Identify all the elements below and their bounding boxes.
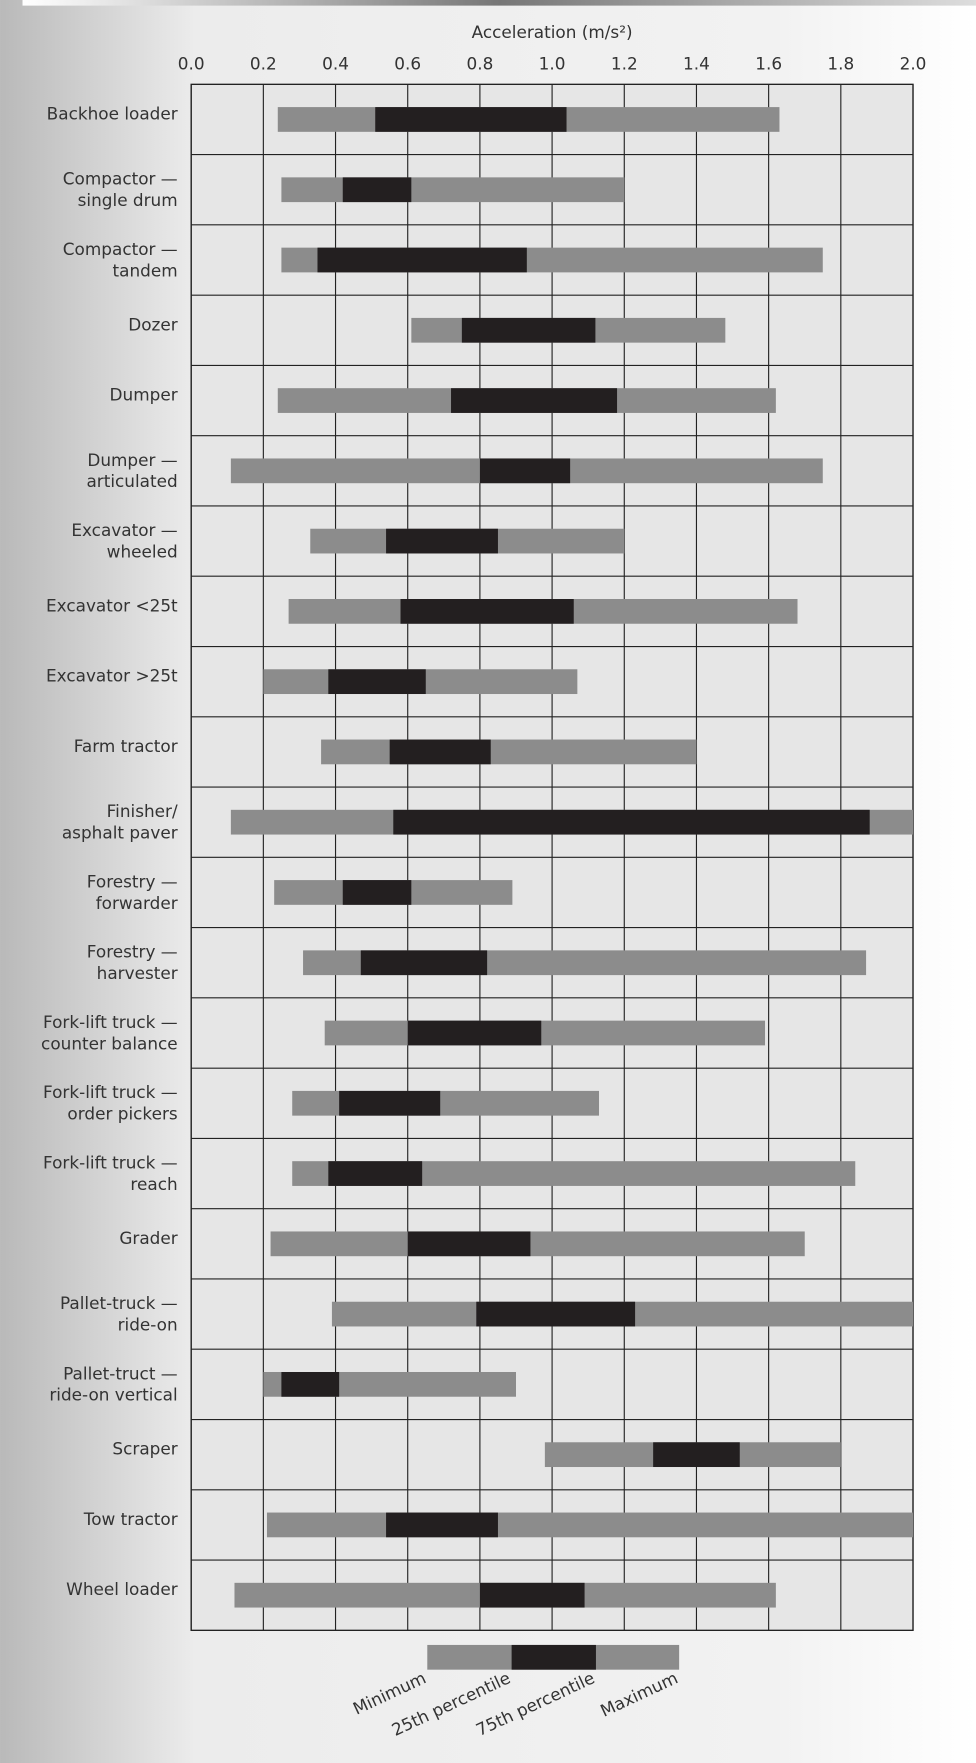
range-bar xyxy=(324,1020,766,1046)
y-tick-label: Excavator >25t xyxy=(46,666,178,686)
range-bar xyxy=(321,739,697,765)
y-tick-label: Excavator — wheeled xyxy=(71,520,177,561)
y-tick-label: Compactor — tandem xyxy=(63,239,178,280)
y-tick-label: Finisher/asphalt paver xyxy=(62,801,178,842)
iqr-bar xyxy=(407,1020,542,1046)
x-tick-label: 1.0 xyxy=(539,54,566,74)
range-bar xyxy=(266,1512,914,1538)
iqr-bar xyxy=(281,1372,340,1397)
iqr-bar xyxy=(342,880,412,905)
iqr-bar xyxy=(342,177,412,203)
y-tick-label: Farm tractor xyxy=(74,736,178,756)
iqr-bar xyxy=(386,528,498,554)
x-tick-label: 0.6 xyxy=(394,54,421,74)
y-tick-label: Compactor — single drum xyxy=(63,169,178,210)
x-tick-label: 0.4 xyxy=(322,54,349,74)
x-axis-label: Acceleration (m/s²) xyxy=(472,22,633,42)
y-tick-label: Pallet-truck — ride-on xyxy=(60,1293,178,1334)
x-tick-label: 0.0 xyxy=(178,54,205,74)
y-tick-label: Pallet-truct — ride-on vertical xyxy=(49,1363,177,1404)
iqr-bar xyxy=(375,107,567,132)
y-tick-label: Forestry — forwarder xyxy=(87,871,178,912)
iqr-bar xyxy=(476,1301,636,1327)
y-tick-label: Dozer xyxy=(128,314,178,334)
y-tick-label: Backhoe loader xyxy=(47,103,178,123)
iqr-bar xyxy=(479,458,571,484)
x-tick-label: 1.2 xyxy=(611,54,638,74)
y-tick-label: Excavator <25t xyxy=(46,595,178,615)
iqr-bar xyxy=(389,739,491,765)
range-bar xyxy=(281,177,625,203)
y-tick-label: Tow tractor xyxy=(83,1509,178,1529)
iqr-bar xyxy=(407,1231,531,1257)
x-tick-label: 1.6 xyxy=(755,54,782,74)
x-tick-label: 0.2 xyxy=(250,54,277,74)
legend-iqr xyxy=(511,1644,596,1670)
iqr-bar xyxy=(328,669,426,695)
iqr-bar xyxy=(451,388,618,413)
x-tick-label: 1.4 xyxy=(683,54,710,74)
iqr-bar xyxy=(386,1512,498,1538)
iqr-bar xyxy=(317,247,527,273)
y-tick-label: Grader xyxy=(119,1228,177,1248)
y-tick-label: Fork-lift truck — order pickers xyxy=(43,1082,178,1123)
y-tick-label: Forestry — harvester xyxy=(87,942,178,983)
x-tick-label: 1.8 xyxy=(827,54,854,74)
iqr-bar xyxy=(328,1161,423,1186)
top-bar xyxy=(22,0,976,6)
y-tick-label: Wheel loader xyxy=(66,1579,178,1599)
iqr-bar xyxy=(653,1442,740,1468)
iqr-bar xyxy=(339,1090,441,1116)
y-tick-label: Dumper xyxy=(110,385,178,405)
range-bar xyxy=(292,1090,600,1116)
y-tick-label: Fork-lift truck — reach xyxy=(43,1152,178,1193)
iqr-bar xyxy=(393,809,870,835)
iqr-bar xyxy=(461,317,596,343)
y-tick-label: Fork-lift truck — counter balance xyxy=(41,1012,178,1053)
iqr-bar xyxy=(400,599,574,624)
x-tick-label: 2.0 xyxy=(900,54,927,74)
x-tick-label: 0.8 xyxy=(466,54,493,74)
iqr-bar xyxy=(360,950,488,976)
y-tick-label: Dumper — articulated xyxy=(86,450,177,491)
y-tick-label: Scraper xyxy=(112,1439,177,1459)
range-bar xyxy=(270,1231,805,1257)
iqr-bar xyxy=(479,1582,585,1608)
